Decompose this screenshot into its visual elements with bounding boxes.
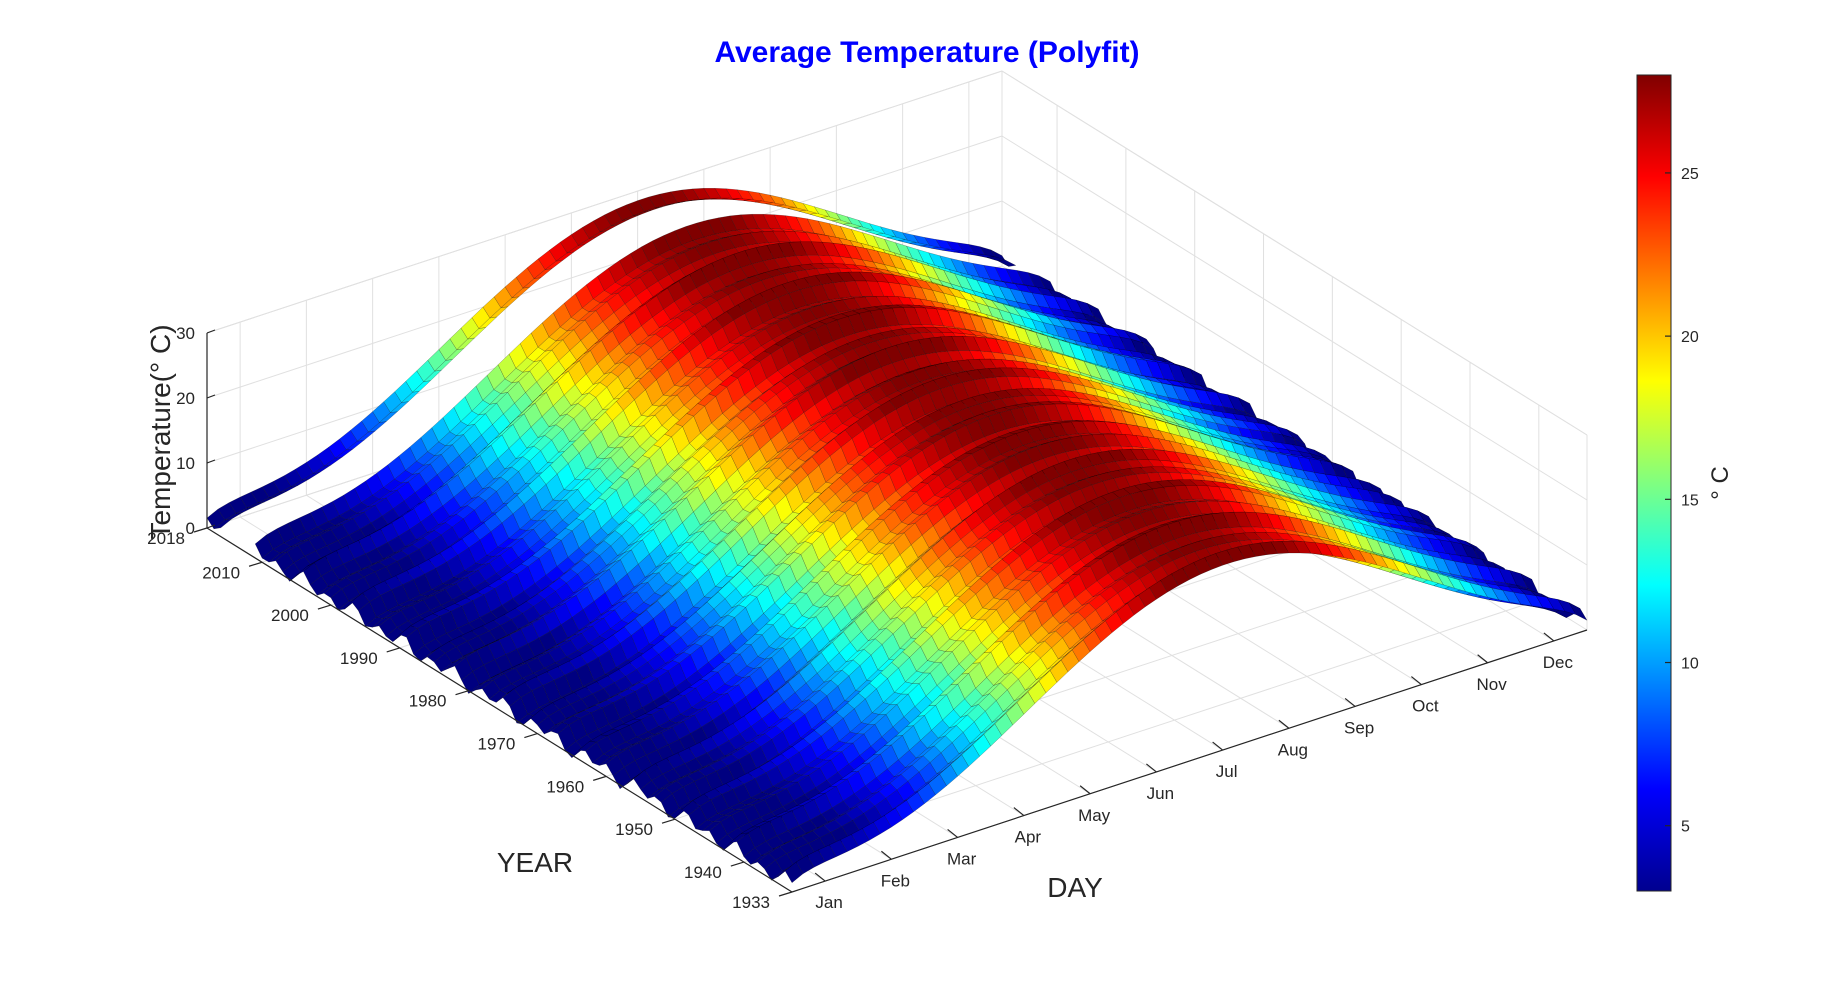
temperature-surface <box>206 188 1588 883</box>
surface-patch <box>997 259 1017 267</box>
chart-title: Average Temperature (Polyfit) <box>714 36 1139 69</box>
